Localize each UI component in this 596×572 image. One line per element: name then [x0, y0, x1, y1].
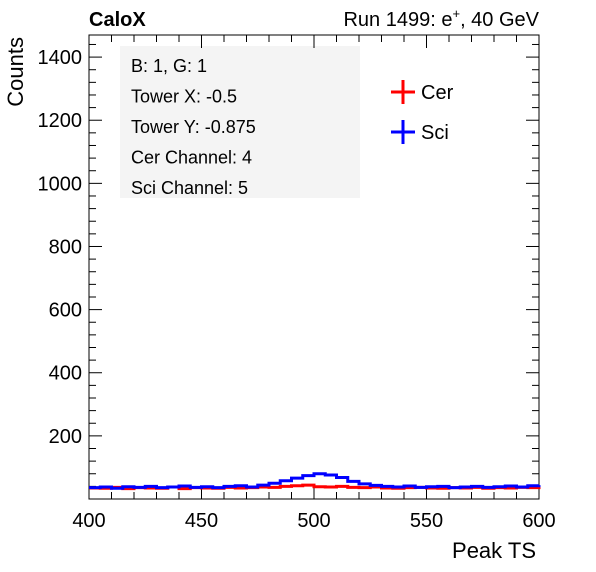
- run-info-superscript: +: [452, 6, 460, 21]
- y-tick-label: 1000: [38, 173, 83, 195]
- info-box-background: [120, 46, 360, 198]
- y-tick-label: 1400: [38, 47, 83, 69]
- info-line: B: 1, G: 1: [131, 56, 207, 76]
- experiment-label: CaloX: [89, 9, 146, 31]
- y-tick-label: 600: [49, 300, 82, 322]
- y-tick-label: 800: [49, 236, 82, 258]
- x-tick-label: 600: [522, 510, 555, 532]
- info-line: Tower X: -0.5: [131, 87, 237, 107]
- info-line: Tower Y: -0.875: [131, 117, 256, 137]
- x-tick-label: 450: [185, 510, 218, 532]
- run-info-prefix: Run 1499: e: [343, 9, 452, 31]
- x-tick-label: 550: [410, 510, 443, 532]
- legend-label: Cer: [421, 82, 454, 104]
- y-axis-title: Counts: [3, 37, 28, 107]
- legend: Cer Sci: [391, 80, 454, 144]
- series-layer: [89, 472, 541, 491]
- run-info-suffix: , 40 GeV: [460, 9, 540, 31]
- x-tick-label: 400: [72, 510, 105, 532]
- x-tick-label: 500: [297, 510, 330, 532]
- x-axis-title: Peak TS: [452, 538, 536, 563]
- legend-label: Sci: [421, 122, 449, 144]
- info-line: Sci Channel: 5: [131, 178, 248, 198]
- series-line-sci: [89, 472, 541, 490]
- axes: 400 450 500 550 600 200 400 600 800 1000 1200 1400: [38, 34, 556, 532]
- y-tick-label: 400: [49, 363, 82, 385]
- run-info-label: Run 1499: e+, 40 GeV: [343, 6, 539, 31]
- y-tick-label: 200: [49, 426, 82, 448]
- info-box: B: 1, G: 1 Tower X: -0.5 Tower Y: -0.875 Ce…: [131, 56, 256, 198]
- y-tick-label: 1200: [38, 110, 83, 132]
- info-line: Cer Channel: 4: [131, 148, 252, 168]
